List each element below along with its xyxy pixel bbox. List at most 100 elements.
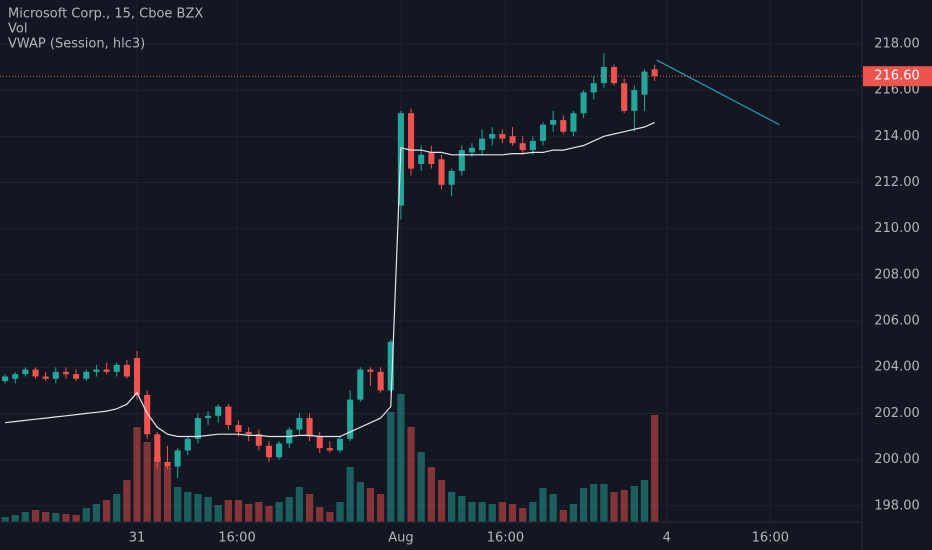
candle-body: [377, 371, 384, 391]
vwap-line: [5, 121, 655, 438]
candle-body: [367, 369, 374, 372]
volume-bar: [549, 494, 557, 522]
volume-bar: [397, 394, 405, 522]
candle-body: [93, 369, 100, 372]
volume-bar: [21, 512, 30, 522]
x-tick-label: 31: [129, 531, 146, 546]
x-tick-label: 16:00: [218, 531, 255, 546]
candle-body: [550, 120, 557, 125]
candle-body: [42, 376, 49, 379]
candle-body: [316, 436, 323, 449]
y-tick-label: 218.00: [874, 36, 920, 51]
candle-body: [611, 66, 618, 84]
volume-bar: [458, 496, 466, 522]
x-tick-label: Aug: [388, 531, 413, 546]
volume-bar: [133, 427, 141, 522]
volume-bar: [600, 484, 608, 522]
volume-bar: [204, 497, 212, 522]
candle-body: [509, 136, 516, 144]
grid: [0, 0, 862, 522]
volume-bar: [559, 510, 567, 522]
chart-title: Microsoft Corp., 15, Cboe BZX: [8, 7, 203, 22]
volume-bar: [42, 512, 50, 522]
volume-bar: [356, 482, 364, 522]
candle-body: [600, 66, 607, 84]
candle-body: [12, 374, 19, 379]
candle-body: [560, 120, 567, 132]
y-tick-label: 200.00: [874, 452, 920, 467]
candle-body: [458, 150, 465, 171]
volume-bar: [72, 515, 80, 522]
volume-bar: [265, 506, 273, 522]
volume-bar: [508, 504, 517, 522]
volume-bar: [498, 502, 507, 522]
candle-body: [32, 369, 39, 377]
volume-bar: [539, 488, 547, 522]
indicator-label: Vol: [8, 22, 27, 37]
candle-body: [184, 438, 191, 451]
candle-body: [408, 113, 415, 169]
candle-body: [438, 159, 445, 185]
candle-body: [306, 418, 313, 437]
volume-bar: [590, 484, 598, 522]
volume-bar: [569, 504, 578, 522]
candle-body: [357, 369, 364, 400]
volume-bar: [620, 490, 628, 522]
candle-body: [529, 140, 536, 151]
volume-pane: [1, 394, 659, 522]
volume-bar: [437, 480, 446, 522]
candle-body: [499, 133, 506, 139]
candle-body: [255, 434, 262, 446]
candle-body: [539, 124, 547, 141]
candle-body: [2, 376, 9, 382]
candle-body: [519, 143, 526, 151]
candle-body: [418, 154, 425, 164]
y-tick-label: 208.00: [874, 267, 920, 282]
candle-body: [326, 448, 333, 451]
candle-body: [133, 358, 141, 395]
last-price-label: 216.60: [874, 69, 920, 84]
volume-bar: [519, 508, 527, 522]
candle-body: [296, 418, 303, 430]
volume-bar: [326, 512, 334, 522]
y-tick-label: 202.00: [874, 406, 920, 421]
volume-bar: [184, 492, 192, 522]
candle-body: [22, 369, 29, 375]
volume-bar: [52, 513, 60, 522]
candle-body: [479, 138, 486, 151]
volume-bar: [1, 517, 9, 522]
candle-body: [103, 369, 110, 372]
volume-bar: [376, 494, 385, 522]
y-tick-label: 206.00: [874, 314, 920, 329]
volume-bar: [295, 487, 304, 522]
volume-bar: [102, 500, 111, 522]
volume-bar: [407, 427, 415, 522]
volume-bar: [640, 480, 649, 522]
x-tick-label: 4: [663, 531, 671, 546]
volume-bar: [82, 508, 90, 522]
volume-bar: [651, 415, 659, 522]
candle-body: [154, 434, 161, 462]
candle-body: [113, 364, 120, 372]
volume-bar: [427, 467, 436, 522]
volume-bar: [336, 502, 344, 522]
volume-bar: [285, 497, 293, 522]
volume-bar: [448, 492, 456, 522]
candle-body: [631, 90, 638, 111]
volume-bar: [234, 500, 243, 522]
candle-body: [174, 450, 181, 467]
volume-bar: [214, 505, 222, 522]
volume-bar: [92, 504, 101, 522]
volume-bar: [579, 488, 588, 522]
candle-body: [73, 374, 80, 379]
candle-body: [580, 92, 587, 114]
y-tick-label: 198.00: [874, 498, 920, 513]
volume-bar: [163, 467, 172, 522]
candle-body: [276, 443, 283, 458]
candle-body: [468, 147, 475, 153]
candle-body: [641, 71, 648, 95]
candle-body: [194, 418, 201, 439]
candle-body: [205, 415, 212, 419]
y-tick-label: 216.00: [874, 83, 920, 98]
